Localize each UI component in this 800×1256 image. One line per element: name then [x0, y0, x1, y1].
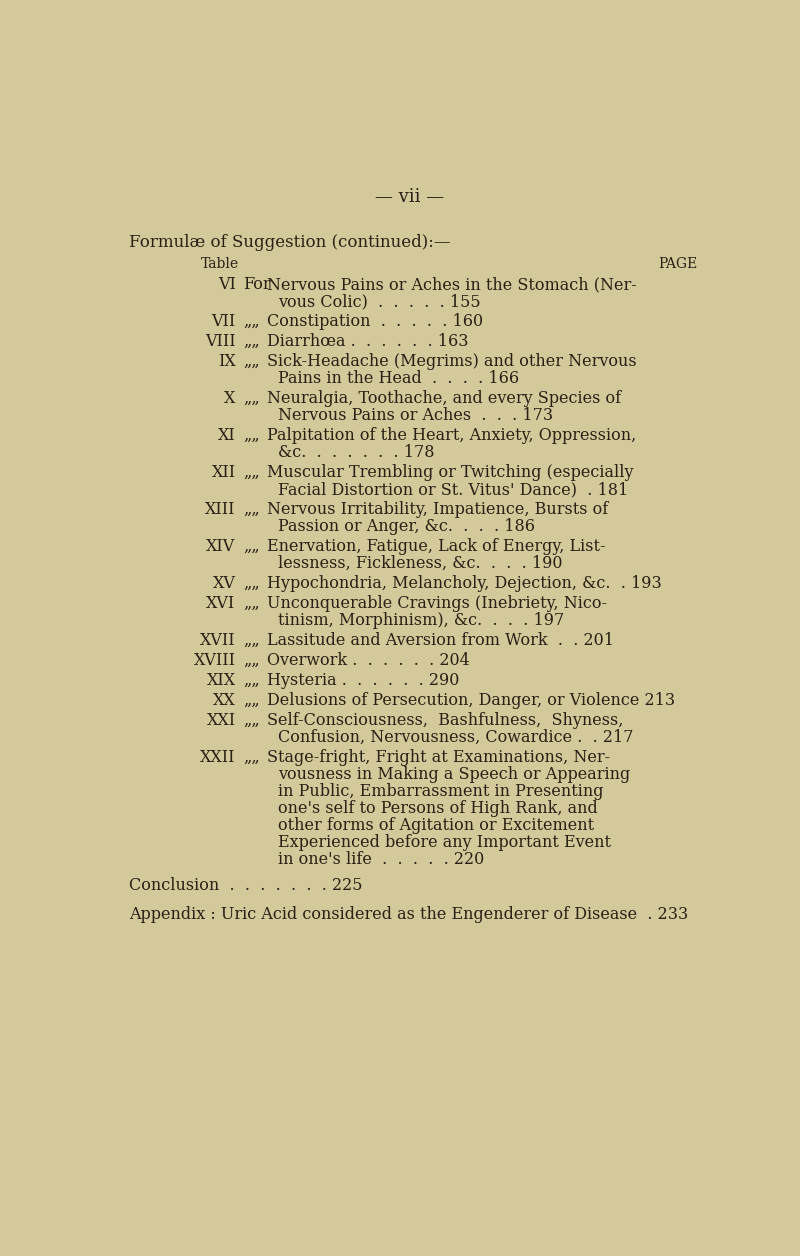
Text: „„: „„: [243, 501, 260, 517]
Text: XIII: XIII: [205, 501, 236, 517]
Text: „„: „„: [243, 465, 260, 481]
Text: Neuralgia, Toothache, and every Species of: Neuralgia, Toothache, and every Species …: [266, 391, 621, 407]
Text: Hysteria .  .  .  .  .  . 290: Hysteria . . . . . . 290: [266, 672, 459, 690]
Text: „„: „„: [243, 427, 260, 445]
Text: Confusion, Nervousness, Cowardice .  . 217: Confusion, Nervousness, Cowardice . . 21…: [278, 728, 634, 746]
Text: Diarrhœa .  .  .  .  .  . 163: Diarrhœa . . . . . . 163: [266, 333, 468, 350]
Text: „„: „„: [243, 672, 260, 690]
Text: PAGE: PAGE: [658, 257, 698, 271]
Text: XIX: XIX: [206, 672, 236, 690]
Text: Stage-fright, Fright at Examinations, Ner-: Stage-fright, Fright at Examinations, Ne…: [266, 749, 610, 766]
Text: — vii —: — vii —: [375, 187, 445, 206]
Text: Formulæ of Suggestion (continued):—: Formulæ of Suggestion (continued):—: [130, 234, 451, 251]
Text: in one's life  .  .  .  .  . 220: in one's life . . . . . 220: [278, 850, 485, 868]
Text: Appendix : Uric Acid considered as the Engenderer of Disease  . 233: Appendix : Uric Acid considered as the E…: [130, 906, 689, 923]
Text: „„: „„: [243, 333, 260, 350]
Text: tinism, Morphinism), &c.  .  .  . 197: tinism, Morphinism), &c. . . . 197: [278, 612, 565, 629]
Text: „„: „„: [243, 575, 260, 592]
Text: Nervous Irritability, Impatience, Bursts of: Nervous Irritability, Impatience, Bursts…: [266, 501, 608, 517]
Text: one's self to Persons of High Rank, and: one's self to Persons of High Rank, and: [278, 800, 598, 816]
Text: X: X: [224, 391, 236, 407]
Text: &c.  .  .  .  .  .  . 178: &c. . . . . . . 178: [278, 445, 434, 461]
Text: „„: „„: [243, 712, 260, 728]
Text: Unconquerable Cravings (Inebriety, Nico-: Unconquerable Cravings (Inebriety, Nico-: [266, 595, 606, 612]
Text: Overwork .  .  .  .  .  . 204: Overwork . . . . . . 204: [266, 652, 470, 669]
Text: Table: Table: [201, 257, 239, 271]
Text: VII: VII: [211, 313, 236, 330]
Text: „„: „„: [243, 595, 260, 612]
Text: „„: „„: [243, 391, 260, 407]
Text: IX: IX: [218, 353, 236, 371]
Text: „„: „„: [243, 538, 260, 555]
Text: vous Colic)  .  .  .  .  . 155: vous Colic) . . . . . 155: [278, 293, 481, 310]
Text: Self-Consciousness,  Bashfulness,  Shyness,: Self-Consciousness, Bashfulness, Shyness…: [266, 712, 623, 728]
Text: Nervous Pains or Aches  .  .  . 173: Nervous Pains or Aches . . . 173: [278, 407, 554, 425]
Text: VI: VI: [218, 276, 236, 293]
Text: XV: XV: [213, 575, 236, 592]
Text: Constipation  .  .  .  .  . 160: Constipation . . . . . 160: [266, 313, 482, 330]
Text: „„: „„: [243, 749, 260, 766]
Text: Muscular Trembling or Twitching (especially: Muscular Trembling or Twitching (especia…: [266, 465, 633, 481]
Text: Lassitude and Aversion from Work  .  . 201: Lassitude and Aversion from Work . . 201: [266, 632, 614, 649]
Text: „„: „„: [243, 692, 260, 710]
Text: Palpitation of the Heart, Anxiety, Oppression,: Palpitation of the Heart, Anxiety, Oppre…: [266, 427, 636, 445]
Text: Facial Distortion or St. Vitus' Dance)  . 181: Facial Distortion or St. Vitus' Dance) .…: [278, 481, 629, 499]
Text: lessness, Fickleness, &c.  .  .  . 190: lessness, Fickleness, &c. . . . 190: [278, 555, 562, 571]
Text: Experienced before any Important Event: Experienced before any Important Event: [278, 834, 611, 850]
Text: XIV: XIV: [206, 538, 236, 555]
Text: For: For: [243, 276, 271, 293]
Text: XVI: XVI: [206, 595, 236, 612]
Text: XX: XX: [213, 692, 236, 710]
Text: „„: „„: [243, 313, 260, 330]
Text: Enervation, Fatigue, Lack of Energy, List-: Enervation, Fatigue, Lack of Energy, Lis…: [266, 538, 605, 555]
Text: XI: XI: [218, 427, 236, 445]
Text: Sick-Headache (Megrims) and other Nervous: Sick-Headache (Megrims) and other Nervou…: [266, 353, 636, 371]
Text: „„: „„: [243, 632, 260, 649]
Text: XII: XII: [211, 465, 236, 481]
Text: Conclusion  .  .  .  .  .  .  . 225: Conclusion . . . . . . . 225: [130, 877, 363, 894]
Text: XVII: XVII: [200, 632, 236, 649]
Text: „„: „„: [243, 353, 260, 371]
Text: in Public, Embarrassment in Presenting: in Public, Embarrassment in Presenting: [278, 782, 604, 800]
Text: other forms of Agitation or Excitement: other forms of Agitation or Excitement: [278, 816, 594, 834]
Text: vousness in Making a Speech or Appearing: vousness in Making a Speech or Appearing: [278, 766, 630, 782]
Text: Passion or Anger, &c.  .  .  . 186: Passion or Anger, &c. . . . 186: [278, 517, 535, 535]
Text: Hypochondria, Melancholy, Dejection, &c.  . 193: Hypochondria, Melancholy, Dejection, &c.…: [266, 575, 662, 592]
Text: XVIII: XVIII: [194, 652, 236, 669]
Text: Nervous Pains or Aches in the Stomach (Ner-: Nervous Pains or Aches in the Stomach (N…: [266, 276, 636, 293]
Text: XXII: XXII: [200, 749, 236, 766]
Text: XXI: XXI: [206, 712, 236, 728]
Text: Delusions of Persecution, Danger, or Violence 213: Delusions of Persecution, Danger, or Vio…: [266, 692, 674, 710]
Text: „„: „„: [243, 652, 260, 669]
Text: VIII: VIII: [205, 333, 236, 350]
Text: Pains in the Head  .  .  .  . 166: Pains in the Head . . . . 166: [278, 371, 519, 387]
